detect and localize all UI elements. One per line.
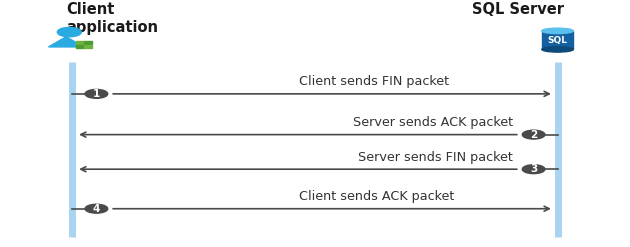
Bar — [542, 31, 573, 49]
Polygon shape — [49, 37, 84, 47]
Bar — [76, 41, 84, 44]
Text: Server sends ACK packet: Server sends ACK packet — [353, 116, 513, 129]
Text: 3: 3 — [530, 164, 537, 174]
Text: SQL Server: SQL Server — [472, 2, 564, 18]
Text: Client sends ACK packet: Client sends ACK packet — [299, 190, 454, 203]
Circle shape — [85, 89, 108, 98]
Text: 4: 4 — [93, 204, 100, 214]
Circle shape — [522, 130, 545, 139]
Circle shape — [85, 204, 108, 213]
Bar — [84, 45, 93, 48]
Circle shape — [57, 27, 81, 37]
Ellipse shape — [542, 28, 573, 34]
Text: 1: 1 — [93, 89, 100, 99]
Ellipse shape — [542, 47, 573, 52]
Text: Server sends FIN packet: Server sends FIN packet — [358, 151, 513, 164]
Text: 2: 2 — [530, 130, 537, 140]
Text: Client
application: Client application — [66, 2, 158, 35]
Text: SQL: SQL — [547, 36, 568, 45]
Text: Client sends FIN packet: Client sends FIN packet — [299, 75, 449, 88]
Circle shape — [522, 165, 545, 174]
Bar — [84, 41, 93, 44]
Bar — [76, 45, 84, 48]
